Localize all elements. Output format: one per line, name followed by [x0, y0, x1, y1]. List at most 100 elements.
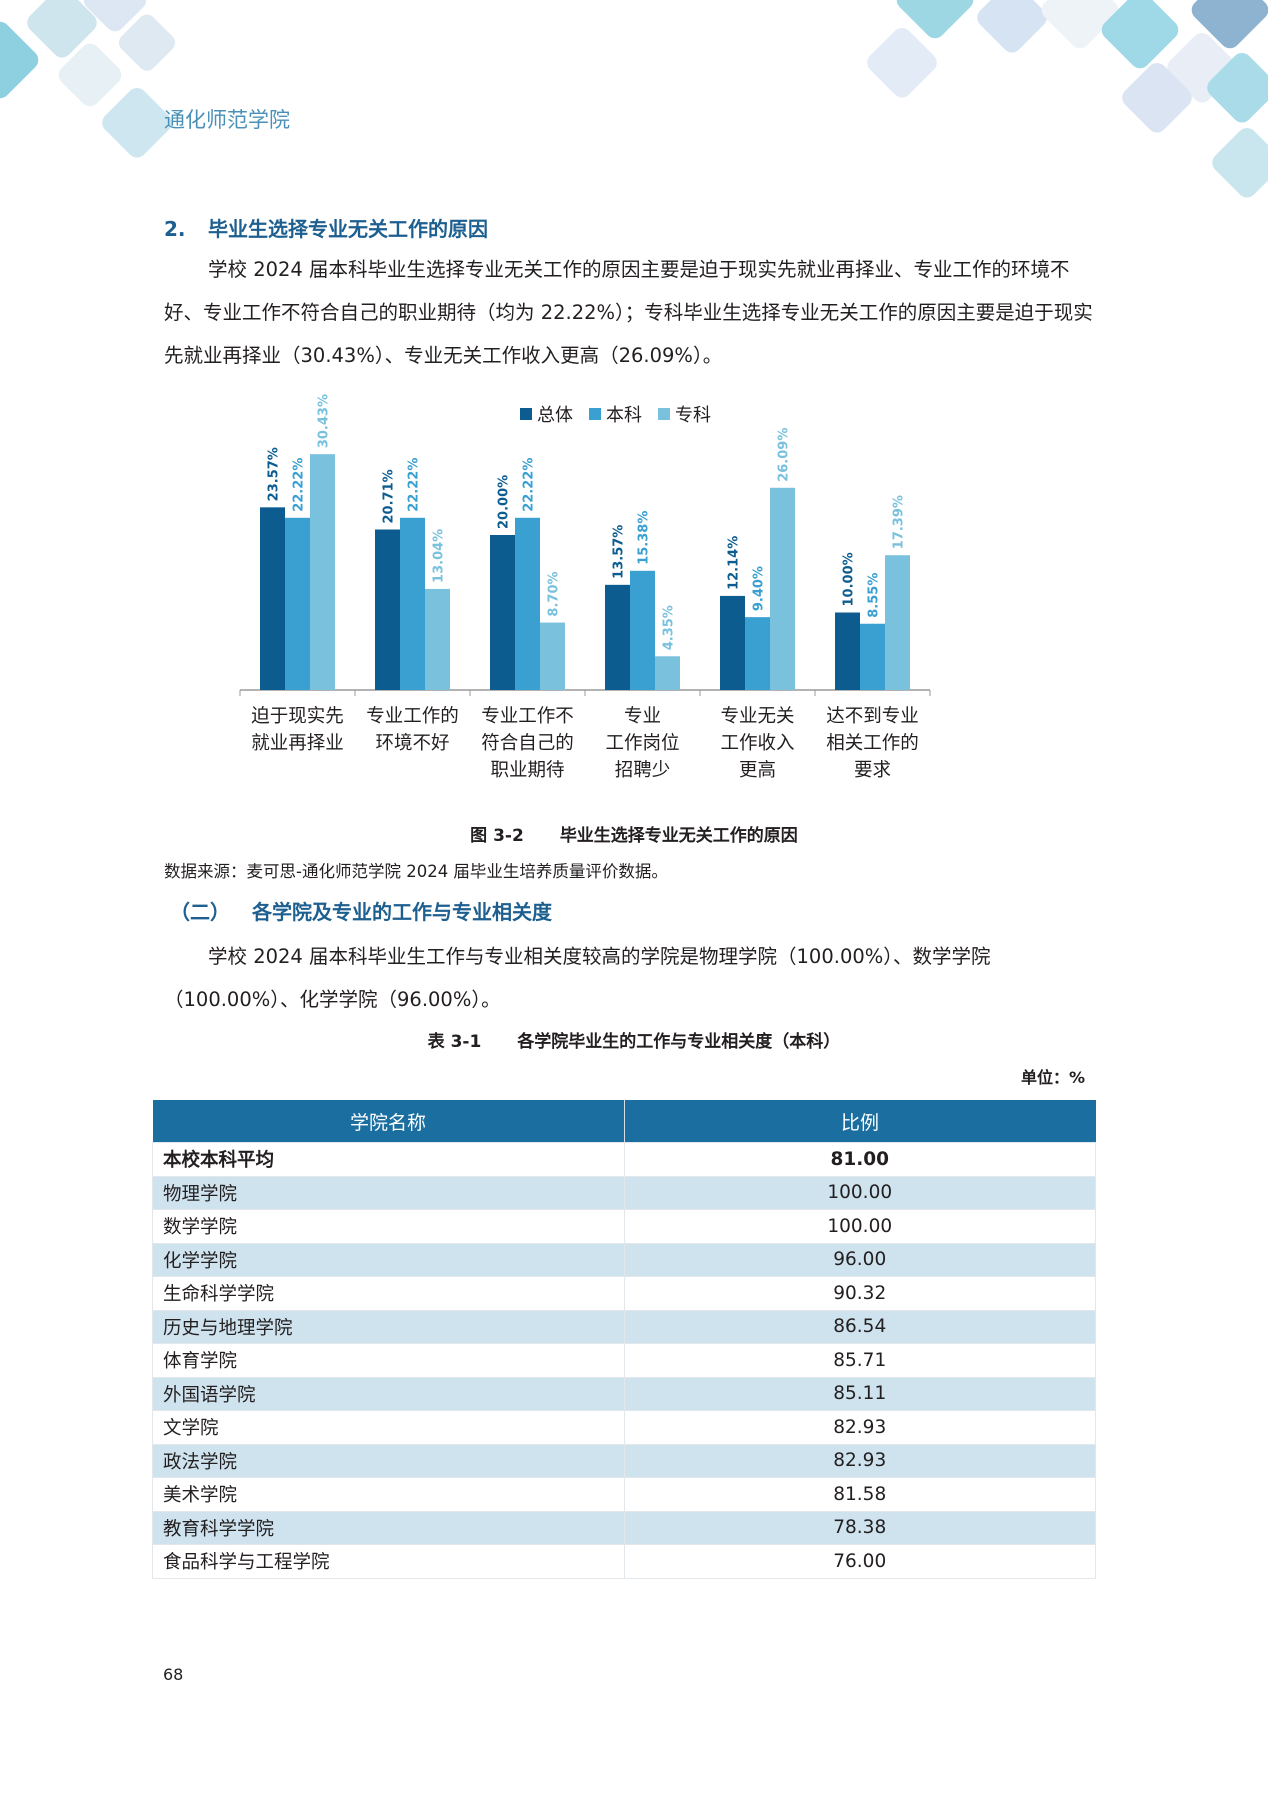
- table-row: 生命科学学院 90.32: [152, 1276, 1096, 1311]
- table-cell-college: 生命科学学院: [152, 1276, 625, 1311]
- data-label-2-0: 20.00%: [497, 475, 512, 529]
- legend-label-overall: 总体: [537, 405, 573, 426]
- table-caption: 表 3-1 各学院毕业生的工作与专业相关度（本科）: [0, 1027, 1268, 1052]
- data-label-2-1: 22.22%: [522, 458, 537, 512]
- table-header-ratio: 比例: [623, 1100, 1096, 1143]
- data-label-1-2: 13.04%: [432, 529, 447, 583]
- category-label-line: 招聘少: [614, 760, 671, 781]
- data-label-3-0: 13.57%: [612, 525, 627, 579]
- table-cell-college: 体育学院: [152, 1343, 625, 1378]
- table-cell-college: 历史与地理学院: [152, 1309, 625, 1344]
- table-row: 外国语学院 85.11: [152, 1376, 1096, 1411]
- legend-swatch-overall: [520, 408, 532, 420]
- bar-2-2: [540, 622, 565, 690]
- section-paragraph-text: 学校 2024 届本科毕业生选择专业无关工作的原因主要是迫于现实先就业再择业、专…: [164, 258, 1093, 367]
- category-label-line: 就业再择业: [251, 733, 344, 754]
- category-label-line: 符合自己的: [481, 733, 574, 754]
- category-label-line: 要求: [853, 760, 891, 781]
- table-cell-college: 美术学院: [152, 1477, 625, 1512]
- table-row: 教育科学学院 78.38: [152, 1510, 1096, 1545]
- table-cell-college: 外国语学院: [152, 1376, 625, 1411]
- category-label-line: 环境不好: [375, 733, 450, 754]
- bar-1-0: [375, 529, 400, 690]
- subsection-number: （二）: [170, 900, 230, 924]
- bar-chart: 23.57% 22.22% 30.43% 20.71% 22.22% 13.04% 20.0…: [239, 394, 931, 696]
- chart-legend: 总体 本科 专科: [520, 401, 711, 427]
- data-label-4-1: 9.40%: [752, 566, 767, 611]
- bar-2-1: [515, 517, 540, 690]
- table-unit: 单位：%: [1020, 1068, 1085, 1087]
- bar-5-1: [860, 623, 885, 690]
- table-cell-ratio: 96.00: [623, 1242, 1096, 1277]
- table-row: 物理学院 100.00: [152, 1175, 1096, 1210]
- bar-4-2: [770, 487, 795, 690]
- figure-title: 毕业生选择专业无关工作的原因: [559, 826, 798, 846]
- table-row: 食品科学与工程学院 76.00: [152, 1544, 1096, 1579]
- section-paragraph: 学校 2024 届本科毕业生选择专业无关工作的原因主要是迫于现实先就业再择业、专…: [164, 248, 1094, 377]
- table-cell-ratio: 100.00: [623, 1175, 1096, 1210]
- data-label-3-2: 4.35%: [662, 605, 677, 650]
- table-cell-college: 教育科学学院: [152, 1510, 625, 1545]
- legend-label-junior-college: 专科: [675, 405, 711, 426]
- table-row: 体育学院 85.71: [152, 1343, 1096, 1378]
- category-label: 达不到专业 相关工作的 要求: [808, 703, 938, 784]
- data-label-2-2: 8.70%: [547, 571, 562, 616]
- table-cell-ratio: 86.54: [623, 1309, 1096, 1344]
- table-row: 历史与地理学院 86.54: [152, 1309, 1096, 1344]
- data-label-1-0: 20.71%: [382, 469, 397, 523]
- category-label: 专业 工作岗位 招聘少: [578, 703, 708, 784]
- table-cell-college: 本校本科平均: [152, 1142, 625, 1177]
- category-label-line: 更高: [738, 760, 776, 781]
- table-cell-college: 数学学院: [152, 1209, 625, 1244]
- table-cell-ratio: 76.00: [623, 1544, 1096, 1579]
- category-label-line: 专业工作不: [481, 706, 574, 727]
- table-cell-ratio: 82.93: [623, 1410, 1096, 1445]
- category-label: 专业工作的 环境不好: [348, 703, 478, 757]
- legend-item-undergrad: 本科: [589, 401, 642, 427]
- table-cell-ratio: 81.00: [623, 1142, 1096, 1177]
- bar-5-0: [835, 612, 860, 690]
- header-school-name: 通化师范学院: [164, 108, 290, 132]
- table-cell-ratio: 85.71: [623, 1343, 1096, 1378]
- legend-label-undergrad: 本科: [606, 405, 642, 426]
- table-header-college: 学院名称: [152, 1100, 624, 1143]
- bar-3-0: [605, 584, 630, 690]
- table-header-row: 学院名称 比例: [152, 1100, 1096, 1143]
- table-cell-college: 政法学院: [152, 1443, 625, 1478]
- subsection-title: 各学院及专业的工作与专业相关度: [252, 900, 552, 924]
- table-cell-ratio: 82.93: [623, 1443, 1096, 1478]
- bar-1-2: [425, 588, 450, 690]
- category-label-line: 专业: [623, 706, 661, 727]
- table-cell-ratio: 81.58: [623, 1477, 1096, 1512]
- category-label: 专业无关工作收入更高: [693, 703, 823, 784]
- data-label-0-2: 30.43%: [317, 394, 332, 448]
- category-label-line: 达不到专业: [826, 706, 919, 727]
- category-label: 迫于现实先就业再择业: [233, 703, 363, 757]
- table-row: 政法学院 82.93: [152, 1443, 1096, 1478]
- data-label-5-1: 8.55%: [867, 573, 882, 618]
- legend-swatch-junior-college: [658, 408, 670, 420]
- data-label-5-0: 10.00%: [842, 552, 857, 606]
- table-number: 表 3-1: [427, 1032, 482, 1052]
- category-label: 专业工作不 符合自己的 职业期待: [463, 703, 593, 784]
- bar-1-1: [400, 517, 425, 690]
- category-label-line: 迫于现实先: [251, 706, 344, 727]
- data-label-0-0: 23.57%: [267, 447, 282, 501]
- category-label-line: 专业无关: [720, 706, 795, 727]
- table-row: 本校本科平均 81.00: [152, 1142, 1096, 1177]
- table-row: 数学学院 100.00: [152, 1209, 1096, 1244]
- bar-3-1: [630, 570, 655, 690]
- legend-item-junior-college: 专科: [658, 401, 711, 427]
- figure-caption: 图 3-2 毕业生选择专业无关工作的原因: [0, 821, 1268, 846]
- data-source-note: 数据来源：麦可思-通化师范学院 2024 届毕业生培养质量评价数据。: [164, 862, 668, 881]
- category-label-line: 专业工作的: [366, 706, 459, 727]
- table-row: 美术学院 81.58: [152, 1477, 1096, 1512]
- table-title: 各学院毕业生的工作与专业相关度（本科）: [517, 1032, 841, 1052]
- table-cell-ratio: 78.38: [623, 1510, 1096, 1545]
- bar-2-0: [490, 535, 515, 690]
- table-cell-college: 物理学院: [152, 1175, 625, 1210]
- category-label-line: 工作收入: [720, 733, 795, 754]
- table-cell-ratio: 90.32: [623, 1276, 1096, 1311]
- subsection-paragraph-text: 学校 2024 届本科毕业生工作与专业相关度较高的学院是物理学院（100.00%…: [164, 945, 991, 1011]
- data-label-0-1: 22.22%: [292, 458, 307, 512]
